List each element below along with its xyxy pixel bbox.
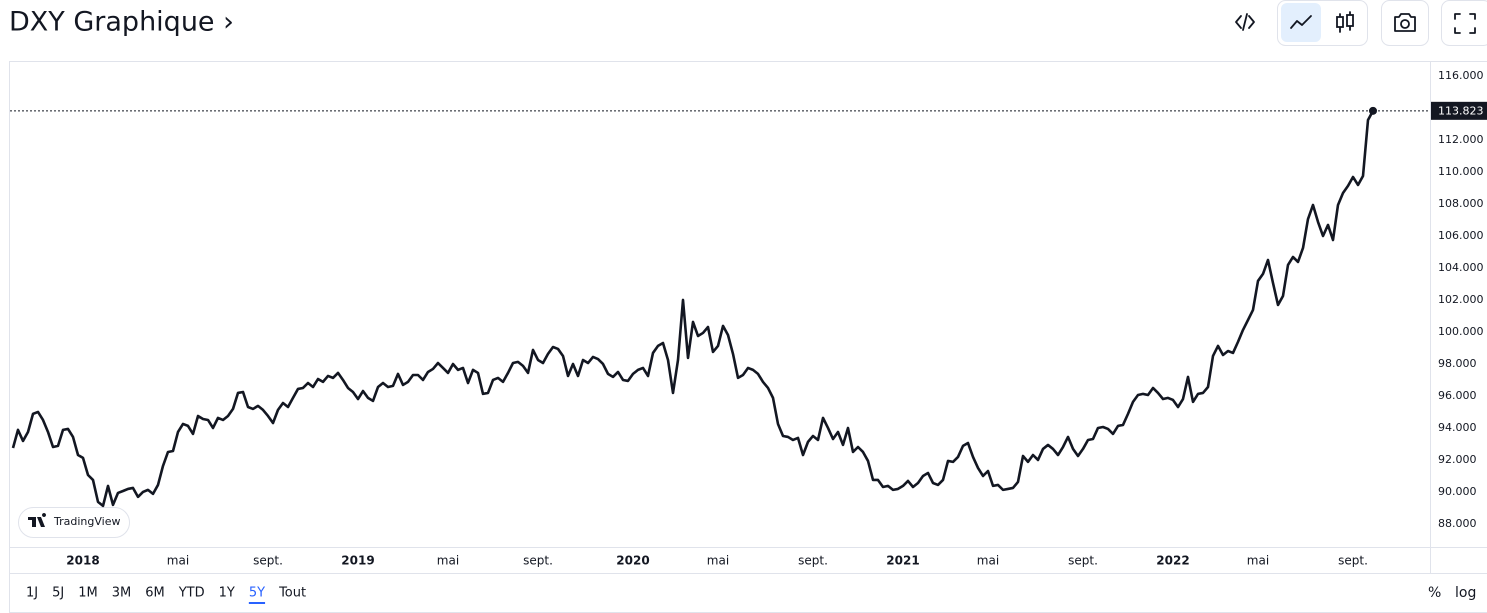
x-tick-label: mai [977, 554, 999, 568]
price-line [11, 110, 1375, 508]
x-tick-label: mai [1247, 554, 1269, 568]
y-tick-label: 94.000 [1438, 421, 1477, 434]
range-button[interactable]: YTD [178, 586, 205, 601]
fullscreen-button[interactable] [1441, 0, 1487, 46]
embed-button[interactable] [1222, 1, 1268, 45]
range-button[interactable]: 6M [145, 586, 165, 601]
y-tick-label: 116.000 [1438, 69, 1484, 82]
y-tick-label: 110.000 [1438, 165, 1484, 178]
last-point [1369, 106, 1377, 115]
range-button[interactable]: 5J [52, 586, 64, 601]
y-tick-label: 104.000 [1438, 261, 1484, 274]
last-price-badge [1431, 101, 1487, 120]
chart-title: DXY Graphique › [9, 7, 234, 38]
x-tick-label: 2019 [341, 554, 374, 568]
x-tick-label: 2021 [886, 554, 919, 568]
scale-button[interactable]: log [1455, 585, 1476, 601]
watermark-text: TradingView [53, 515, 120, 528]
y-tick-label: 90.000 [1438, 485, 1477, 498]
chart-frame [9, 61, 1487, 613]
range-button[interactable]: 1J [26, 586, 38, 601]
watermark: TradingView [18, 507, 130, 538]
y-tick-label: 106.000 [1438, 229, 1484, 242]
x-tick-label: sept. [1068, 554, 1098, 568]
line-style-button[interactable] [1281, 3, 1321, 42]
y-tick-label: 92.000 [1438, 453, 1477, 466]
last-price-label: 113.823 [1438, 104, 1484, 117]
x-tick-label: mai [167, 554, 189, 568]
x-tick-label: sept. [1338, 554, 1368, 568]
range-button[interactable]: 1Y [219, 586, 235, 601]
range-button[interactable]: 1M [78, 586, 98, 601]
x-tick-label: sept. [523, 554, 553, 568]
x-tick-label: mai [707, 554, 729, 568]
x-tick-label: 2020 [616, 554, 649, 568]
y-tick-label: 112.000 [1438, 133, 1484, 146]
y-tick-label: 102.000 [1438, 293, 1484, 306]
y-tick-label: 108.000 [1438, 197, 1484, 210]
candle-style-button[interactable] [1336, 11, 1354, 33]
y-tick-label: 96.000 [1438, 389, 1477, 402]
y-tick-label: 98.000 [1438, 357, 1477, 370]
y-tick-label: 88.000 [1438, 517, 1477, 530]
range-button[interactable]: 5Y [249, 586, 265, 601]
range-button[interactable]: 3M [112, 586, 132, 601]
x-tick-label: 2022 [1156, 554, 1189, 568]
scale-button[interactable]: % [1428, 585, 1441, 601]
range-button[interactable]: Tout [278, 586, 306, 601]
x-tick-label: sept. [253, 554, 283, 568]
x-tick-label: mai [437, 554, 459, 568]
x-tick-label: sept. [798, 554, 828, 568]
y-tick-label: 100.000 [1438, 325, 1484, 338]
x-tick-label: 2018 [66, 554, 99, 568]
screenshot-button[interactable] [1381, 0, 1429, 46]
